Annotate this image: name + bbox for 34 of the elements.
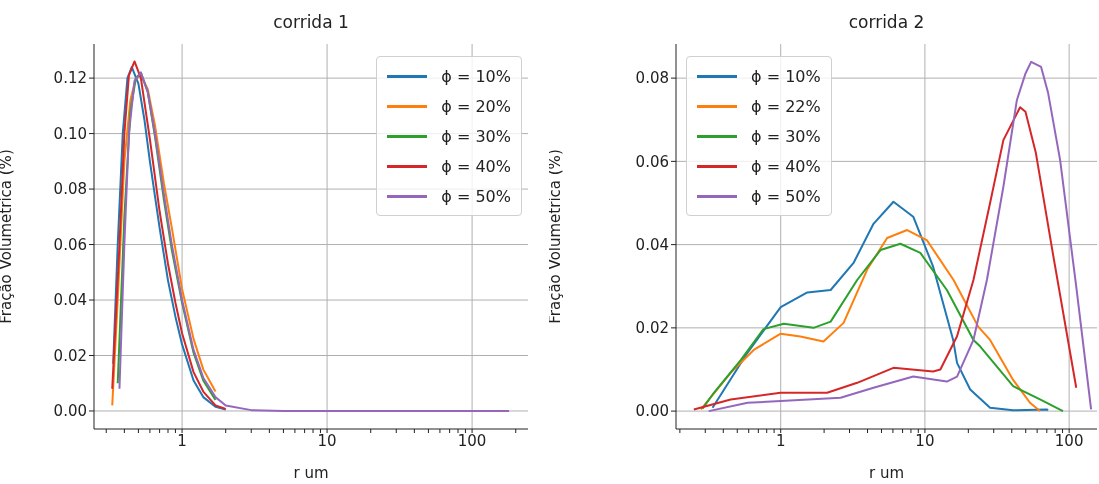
- legend-label: ϕ = 10%: [441, 66, 511, 86]
- legend-label: ϕ = 22%: [751, 96, 821, 116]
- chart-title: corrida 2: [847, 12, 926, 32]
- y-axis-title: Fração Volumetrica (%): [546, 149, 565, 324]
- chart-title: corrida 1: [272, 12, 350, 32]
- x-tick-label: 1: [775, 431, 786, 450]
- x-tick-label: 10: [317, 431, 337, 450]
- y-tick-label: 0.04: [53, 291, 87, 310]
- x-tick-label: 1: [177, 431, 187, 450]
- legend-label: ϕ = 50%: [751, 186, 821, 206]
- y-tick-label: 0.02: [635, 319, 669, 338]
- legend-label: ϕ = 30%: [441, 126, 511, 146]
- legend-label: ϕ = 20%: [441, 96, 511, 116]
- legend-label: ϕ = 30%: [751, 126, 821, 146]
- legend-label: ϕ = 40%: [751, 156, 821, 176]
- x-tick-label: 100: [457, 431, 487, 450]
- y-tick-label: 0.10: [53, 124, 87, 143]
- y-tick-label: 0.06: [635, 152, 669, 171]
- x-tick-label: 10: [915, 431, 935, 450]
- y-tick-label: 0.02: [53, 346, 87, 365]
- y-tick-label: 0.00: [53, 402, 87, 421]
- y-tick-label: 0.06: [53, 235, 87, 254]
- y-tick-label: 0.00: [635, 402, 669, 421]
- legend-label: ϕ = 50%: [441, 186, 511, 206]
- x-tick-label: 100: [1054, 431, 1084, 450]
- y-tick-label: 0.08: [53, 180, 87, 199]
- y-axis-title: Fração Volumetrica (%): [0, 149, 16, 324]
- y-tick-label: 0.04: [635, 235, 669, 254]
- y-tick-label: 0.12: [53, 69, 87, 88]
- x-axis-title: r um: [293, 463, 329, 482]
- legend-label: ϕ = 10%: [751, 66, 821, 86]
- legend-label: ϕ = 40%: [441, 156, 511, 176]
- x-axis-title: r um: [868, 463, 905, 482]
- y-tick-label: 0.08: [635, 69, 669, 88]
